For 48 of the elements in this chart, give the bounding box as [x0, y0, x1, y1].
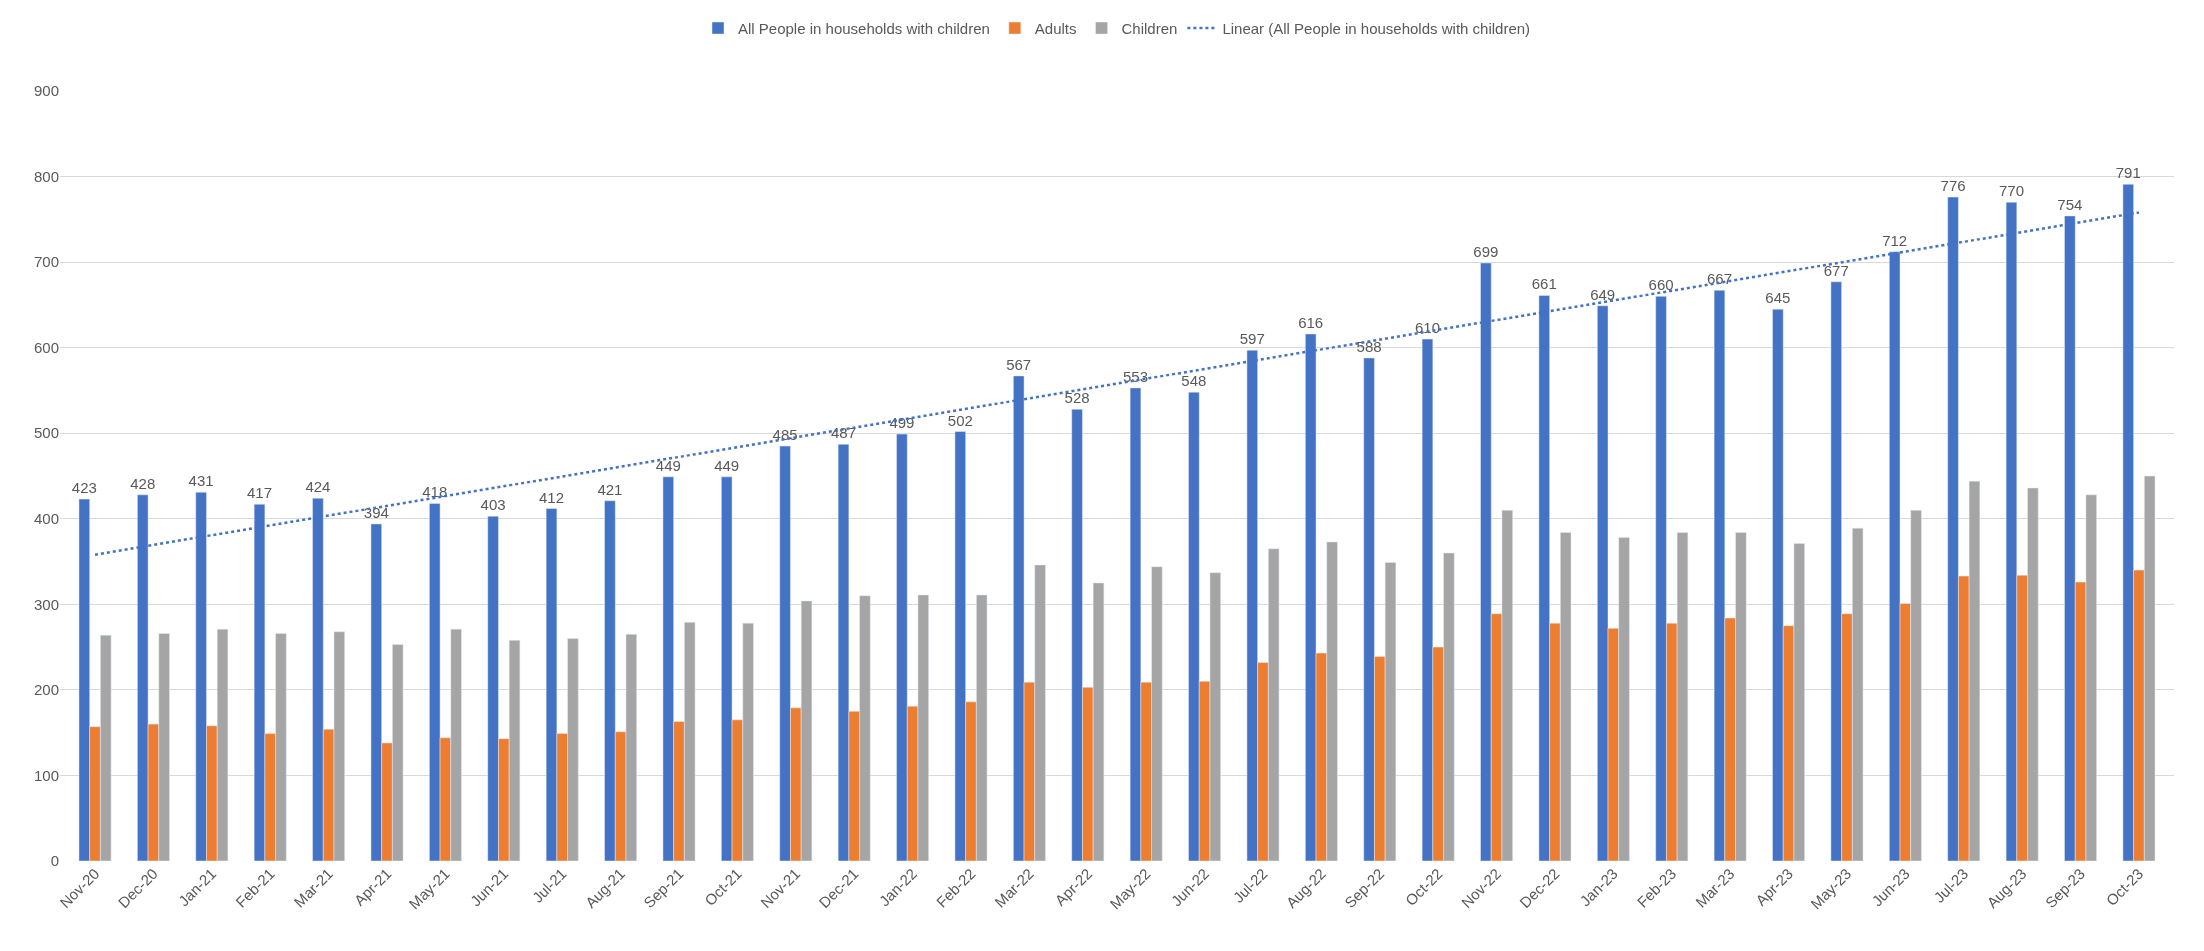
data-label: 610	[1414, 319, 1440, 337]
data-label: 412	[539, 488, 565, 506]
data-label: 588	[1356, 337, 1382, 355]
data-label: 394	[363, 503, 389, 521]
y-tick-label: 900	[33, 82, 59, 100]
y-tick-label: 500	[33, 424, 59, 442]
y-tick-label: 800	[33, 167, 59, 185]
data-label: 645	[1765, 289, 1791, 307]
data-label: 791	[2115, 164, 2141, 182]
y-tick-label: 700	[33, 253, 59, 271]
data-label: 431	[188, 472, 214, 490]
data-label: 403	[480, 496, 506, 514]
data-label: 421	[597, 480, 623, 498]
data-label: 597	[1239, 330, 1265, 348]
legend-label: Adults	[1034, 19, 1077, 37]
data-label: 417	[247, 484, 273, 502]
data-label: 677	[1823, 261, 1849, 279]
data-label: 418	[422, 483, 448, 501]
data-label: 712	[1882, 231, 1908, 249]
data-label: 449	[655, 456, 681, 474]
data-label: 424	[305, 478, 331, 496]
data-label: 661	[1531, 275, 1557, 293]
data-label: 699	[1473, 242, 1499, 260]
data-label: 428	[130, 474, 156, 492]
data-label: 449	[714, 456, 740, 474]
y-tick-label: 0	[50, 852, 59, 870]
data-label: 776	[1940, 177, 1966, 195]
data-label: 616	[1298, 313, 1324, 331]
y-tick-label: 100	[33, 766, 59, 784]
legend-label: All People in households with children	[738, 19, 990, 37]
data-label: 754	[2057, 195, 2083, 213]
data-label: 660	[1648, 276, 1674, 294]
data-label: 649	[1590, 285, 1616, 303]
data-label: 485	[772, 426, 798, 444]
legend-label: Children	[1121, 19, 1178, 37]
y-tick-label: 400	[33, 510, 59, 528]
data-label: 423	[71, 479, 97, 497]
data-label: 567	[1006, 355, 1032, 373]
y-tick-label: 600	[33, 338, 59, 356]
y-tick-label: 300	[33, 595, 59, 613]
data-label: 770	[1998, 182, 2024, 200]
data-label: 487	[830, 424, 857, 442]
data-label: 528	[1064, 389, 1090, 407]
legend-label: Linear (All People in households with children)	[1222, 19, 1531, 37]
data-label: 499	[889, 414, 915, 432]
y-tick-label: 200	[33, 681, 59, 699]
data-label: 548	[1181, 372, 1207, 390]
data-label: 502	[947, 411, 973, 429]
